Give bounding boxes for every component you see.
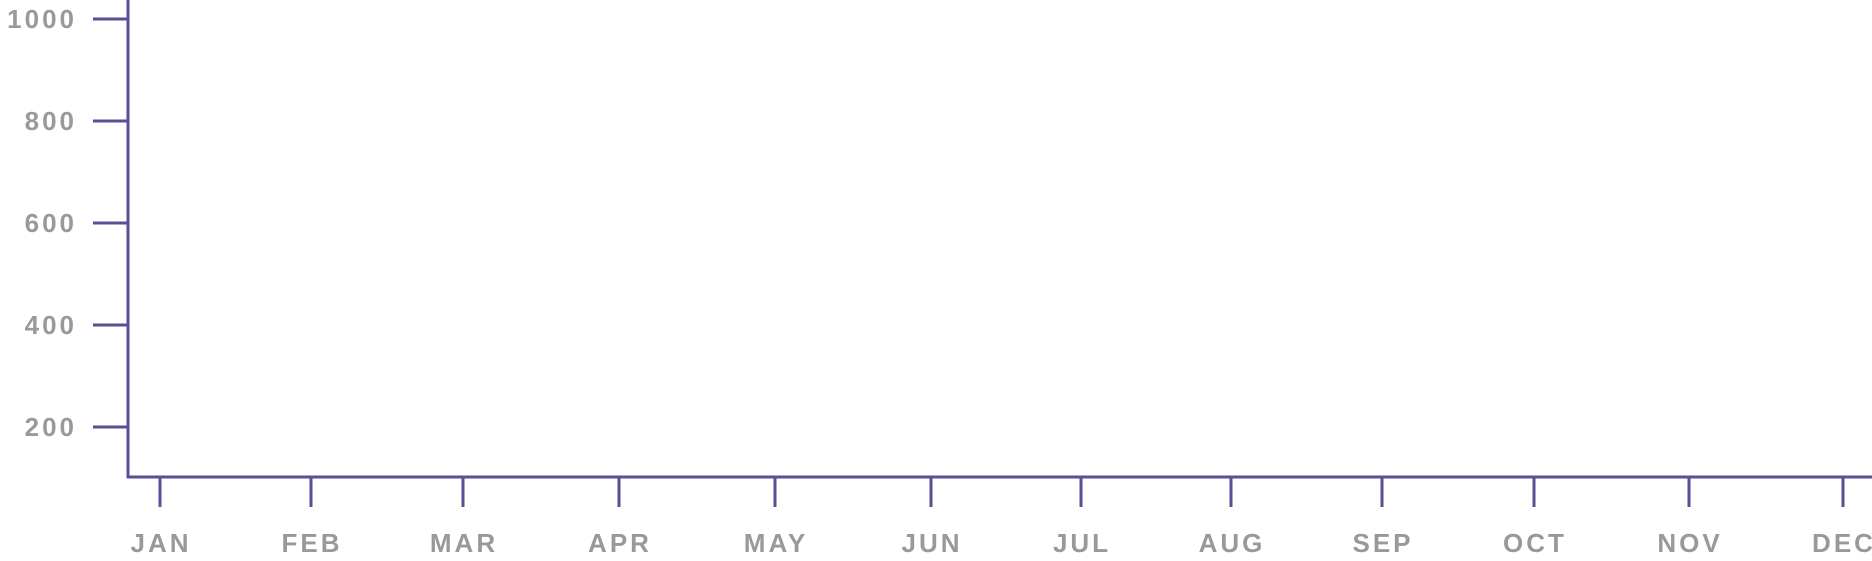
- y-tick-label: 1000: [7, 4, 77, 34]
- y-tick-label: 200: [25, 412, 77, 442]
- x-axis: JAN FEB MAR APR MAY JUN JUL AUG SEP OCT NOV DEC: [127, 475, 1872, 558]
- x-tick-label: OCT: [1503, 528, 1567, 558]
- x-tick-label: FEB: [282, 528, 343, 558]
- x-tick-label: MAY: [744, 528, 808, 558]
- y-axis: 200 400 600 800 1000: [7, 0, 130, 478]
- x-tick-label: DEC: [1812, 528, 1872, 558]
- y-tick-label: 800: [25, 106, 77, 136]
- x-tick-label: SEP: [1352, 528, 1413, 558]
- x-tick-label: AUG: [1199, 528, 1266, 558]
- x-tick-label: NOV: [1657, 528, 1722, 558]
- x-tick-label: JUN: [901, 528, 962, 558]
- y-tick-label: 400: [25, 310, 77, 340]
- x-tick-label: JAN: [130, 528, 191, 558]
- y-tick-label: 600: [25, 208, 77, 238]
- x-tick-label: JUL: [1053, 528, 1111, 558]
- x-tick-label: APR: [588, 528, 652, 558]
- x-tick-label: MAR: [430, 528, 498, 558]
